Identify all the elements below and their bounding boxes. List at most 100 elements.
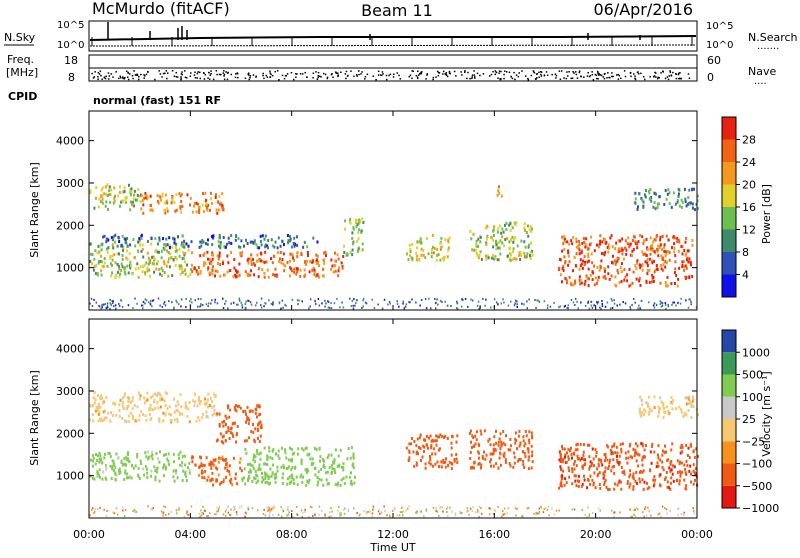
heatmap-cell [138, 243, 141, 247]
heatmap-cell [674, 254, 677, 258]
heatmap-cell [306, 259, 308, 263]
heatmap-cell [692, 469, 695, 473]
noise-cell [200, 303, 202, 306]
heatmap-cell [218, 194, 221, 198]
noise-cell [325, 302, 327, 305]
heatmap-cell [641, 411, 643, 415]
noise-cell [441, 506, 443, 509]
heatmap-cell [116, 244, 119, 248]
heatmap-cell [97, 261, 100, 265]
heatmap-cell [220, 201, 223, 205]
heatmap-cell [156, 194, 159, 198]
heatmap-cell [598, 471, 601, 475]
heatmap-cell [216, 467, 219, 471]
freq-mark [147, 70, 149, 73]
freq-mark [315, 71, 317, 73]
heatmap-cell [642, 252, 645, 256]
noise-cell [506, 511, 509, 514]
heatmap-cell [620, 466, 623, 469]
heatmap-cell [113, 253, 116, 257]
heatmap-cell [476, 254, 479, 257]
heatmap-cell [185, 479, 188, 482]
heatmap-cell [480, 463, 483, 467]
freq-mark [361, 71, 363, 73]
heatmap-cell [164, 453, 167, 456]
heatmap-cell [690, 444, 693, 448]
heatmap-cell [670, 282, 673, 286]
freq-mark [122, 77, 124, 79]
heatmap-cell [616, 454, 618, 458]
heatmap-cell [446, 255, 449, 259]
freq-mark [392, 76, 395, 78]
heatmap-cell [221, 455, 224, 459]
freq-mark [326, 77, 329, 80]
heatmap-cell [642, 469, 645, 473]
noise-cell [288, 511, 290, 514]
heatmap-cell [632, 239, 634, 242]
freq-mark [580, 75, 582, 78]
noise-cell [103, 303, 105, 306]
heatmap-cell [266, 268, 269, 272]
noise-cell [112, 300, 114, 303]
heatmap-cell [91, 262, 93, 266]
heatmap-cell [187, 248, 190, 252]
heatmap-cell [528, 243, 530, 247]
freq-mark [688, 77, 691, 79]
freq-mark [118, 77, 120, 80]
noise-cell [369, 510, 371, 513]
heatmap-cell [690, 402, 693, 406]
heatmap-cell [608, 461, 611, 465]
heatmap-cell [456, 461, 459, 464]
heatmap-cell [692, 405, 695, 409]
heatmap-cell [562, 458, 565, 461]
heatmap-cell [589, 460, 592, 464]
heatmap-cell [237, 270, 239, 274]
heatmap-cell [686, 258, 688, 262]
heatmap-cell [607, 467, 610, 470]
heatmap-cell [647, 404, 649, 408]
noise-cell [163, 302, 165, 305]
heatmap-cell [501, 227, 504, 231]
freq-mark [530, 74, 533, 77]
noise-cell [461, 511, 463, 514]
heatmap-cell [326, 470, 329, 474]
heatmap-cell [524, 245, 527, 249]
heatmap-cell [97, 404, 100, 408]
freq-mark [215, 70, 218, 72]
velocity-colorbar-segment [722, 441, 736, 464]
noise-cell [240, 301, 242, 304]
noise-cell [124, 508, 127, 511]
noise-cell [432, 506, 435, 509]
noise-cell [271, 508, 273, 510]
velocity-colorbar-tick-label: −500 [742, 480, 772, 493]
heatmap-cell [213, 404, 216, 408]
noise-cell [660, 515, 662, 518]
noise-cell [592, 512, 594, 514]
noise-cell [178, 507, 180, 510]
noise-cell [503, 507, 506, 510]
nsearch-dots: ....... [757, 41, 779, 52]
noise-cell [387, 303, 389, 306]
noise-cell [113, 512, 116, 515]
noise-cell [477, 510, 479, 513]
heatmap-cell [346, 457, 349, 461]
heatmap-cell [418, 446, 420, 449]
heatmap-cell [133, 189, 136, 193]
heatmap-cell [668, 466, 671, 470]
heatmap-cell [664, 281, 667, 285]
heatmap-cell [160, 256, 163, 260]
heatmap-cell [120, 262, 123, 266]
noise-cell [631, 304, 633, 307]
heatmap-cell [678, 240, 681, 244]
heatmap-cell [293, 244, 296, 248]
heatmap-cell [450, 467, 453, 471]
noise-cell [256, 301, 258, 304]
noise-cell [472, 506, 474, 509]
heatmap-cell [337, 481, 340, 485]
heatmap-cell [209, 460, 212, 464]
heatmap-cell [199, 269, 202, 273]
heatmap-cell [240, 239, 243, 243]
heatmap-cell [308, 270, 311, 274]
noise-cell [210, 302, 212, 305]
heatmap-cell [193, 204, 196, 208]
